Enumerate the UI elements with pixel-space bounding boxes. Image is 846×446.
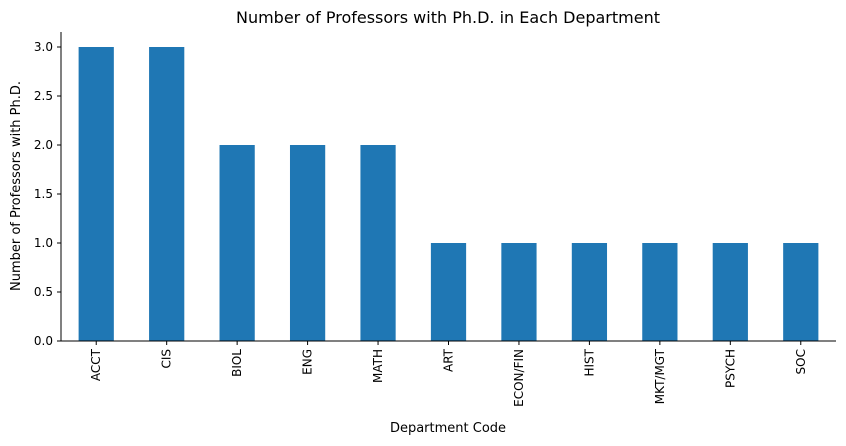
x-tick-label: PSYCH	[723, 349, 737, 388]
y-tick-label: 3.0	[34, 40, 53, 54]
bar-eng	[289, 145, 326, 341]
y-tick-label: 2.0	[34, 138, 53, 152]
y-tick-label: 0.0	[34, 334, 53, 348]
x-tick-label: SOC	[794, 349, 808, 374]
bar-econ-fin	[501, 243, 537, 341]
x-tick-label: ENG	[301, 349, 315, 375]
y-tick-label: 2.5	[34, 89, 53, 103]
bar-art	[430, 243, 467, 341]
x-tick-label: ACCT	[89, 348, 103, 381]
x-tick-label: ART	[442, 348, 456, 372]
y-axis-label: Number of Professors with Ph.D.	[9, 81, 24, 291]
x-tick-label: MKT/MGT	[653, 348, 667, 404]
y-tick-label: 1.0	[34, 236, 53, 250]
x-axis-ticks: ACCT CIS BIOL ENG MATH ART ECON/FIN HIST MKT/MGT…	[89, 341, 808, 407]
bar-biol	[219, 145, 255, 341]
bar-hist	[571, 243, 608, 341]
bars-group	[78, 47, 819, 341]
bar-mkt-mgt	[642, 243, 678, 341]
bar-acct	[78, 47, 114, 341]
x-tick-label: MATH	[371, 349, 385, 383]
x-tick-label: ECON/FIN	[512, 349, 526, 407]
y-tick-label: 0.5	[34, 285, 53, 299]
chart-title: Number of Professors with Ph.D. in Each …	[236, 8, 660, 27]
bar-soc	[783, 243, 819, 341]
bar-math	[360, 145, 396, 341]
bar-cis	[149, 47, 185, 341]
y-tick-label: 1.5	[34, 187, 53, 201]
x-tick-label: HIST	[582, 348, 596, 376]
x-axis-label: Department Code	[390, 421, 506, 436]
x-tick-label: BIOL	[230, 349, 244, 377]
y-axis-ticks: 0.0 0.5 1.0 1.5 2.0 2.5 3.0	[34, 40, 61, 348]
bar-psych	[712, 243, 748, 341]
x-tick-label: CIS	[160, 349, 174, 369]
